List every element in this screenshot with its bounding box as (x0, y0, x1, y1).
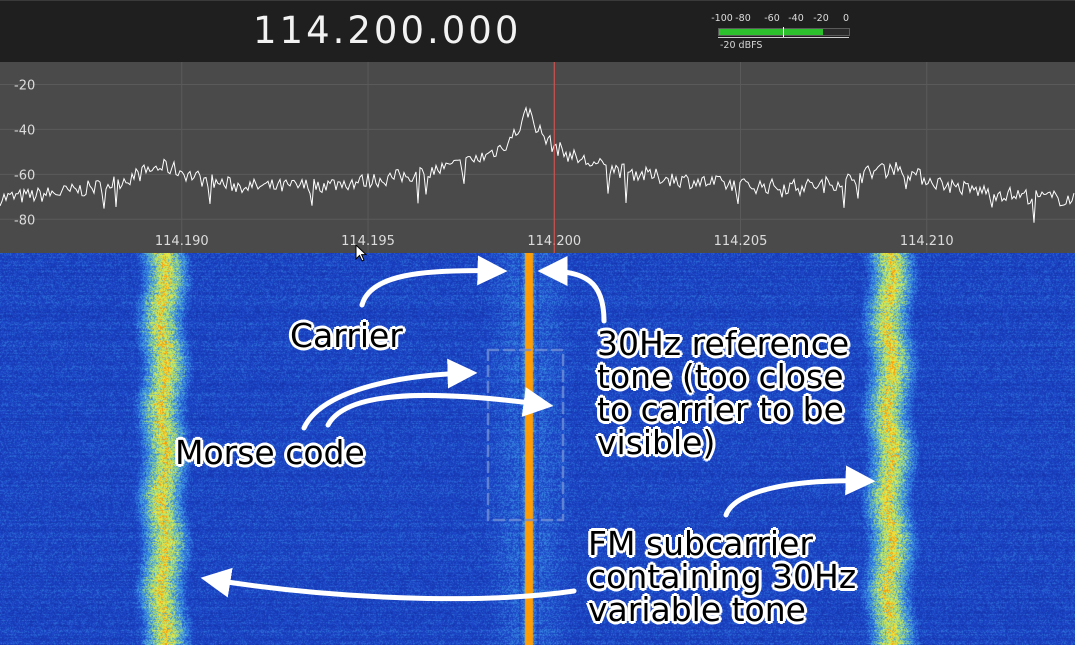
morse-code-annotation: Morse code (175, 433, 365, 472)
fm-subcarrier-arrow-left (200, 567, 577, 602)
meter-tick: -80 (735, 13, 751, 24)
meter-tick: -60 (764, 13, 780, 24)
x-tick-label: 114.205 (714, 234, 768, 249)
spectrum-trace (0, 106, 1075, 223)
fm-subcarrier-arrow-right (723, 465, 876, 518)
frequency-display[interactable]: 114.200.000 (253, 9, 522, 52)
reference-tone-annotation: 30Hz reference tone (too close to carrie… (597, 324, 850, 462)
x-tick-label: 114.195 (341, 234, 395, 249)
spectrum-x-axis: 114.190 114.195 114.200 114.205 114.210 (155, 234, 954, 249)
spectrum-background (0, 62, 1075, 253)
morse-arrow-upper (301, 358, 478, 431)
meter-peak-marker (782, 27, 784, 37)
meter-level-label: -20 dBFS (720, 40, 763, 51)
meter-tick: -20 (813, 13, 829, 24)
fft-spectrum-plot[interactable]: -20-40-60-80 114.190 114.195 114.200 114.20… (0, 62, 1075, 253)
meter-level-fill (719, 29, 823, 35)
x-tick-label: 114.210 (900, 234, 954, 249)
annotation-layer (200, 255, 876, 602)
frequency-header: 114.200.000 -100 -80 -60 -40 -20 0 -20 d… (0, 0, 1075, 62)
meter-baseline (718, 37, 849, 38)
meter-tick: -40 (788, 13, 804, 24)
signal-level-meter: -100 -80 -60 -40 -20 0 -20 dBFS (711, 11, 852, 55)
x-tick-label: 114.190 (155, 234, 209, 249)
reference-tone-arrow (537, 256, 607, 324)
carrier-arrow (359, 255, 508, 308)
morse-region-box (486, 348, 565, 522)
mouse-pointer-icon (355, 244, 368, 262)
fm-subcarrier-annotation: FM subcarrier containing 30Hz variable t… (588, 524, 857, 629)
morse-arrow-lower (325, 387, 554, 428)
carrier-annotation: Carrier (290, 316, 403, 355)
y-tick-label: -80 (14, 213, 35, 228)
meter-scale: -100 -80 -60 -40 -20 0 (711, 13, 852, 25)
y-tick-label: -60 (14, 168, 35, 183)
spectrum-y-axis: -20 -40 -60 -80 (14, 78, 35, 228)
waterfall-display[interactable] (0, 253, 1075, 645)
meter-tick: -100 (711, 13, 733, 24)
y-tick-label: -40 (14, 123, 35, 138)
meter-tick: 0 (842, 13, 850, 24)
spectrum-grid (0, 62, 1075, 253)
meter-bar (718, 27, 850, 37)
y-tick-label: -20 (14, 78, 35, 93)
